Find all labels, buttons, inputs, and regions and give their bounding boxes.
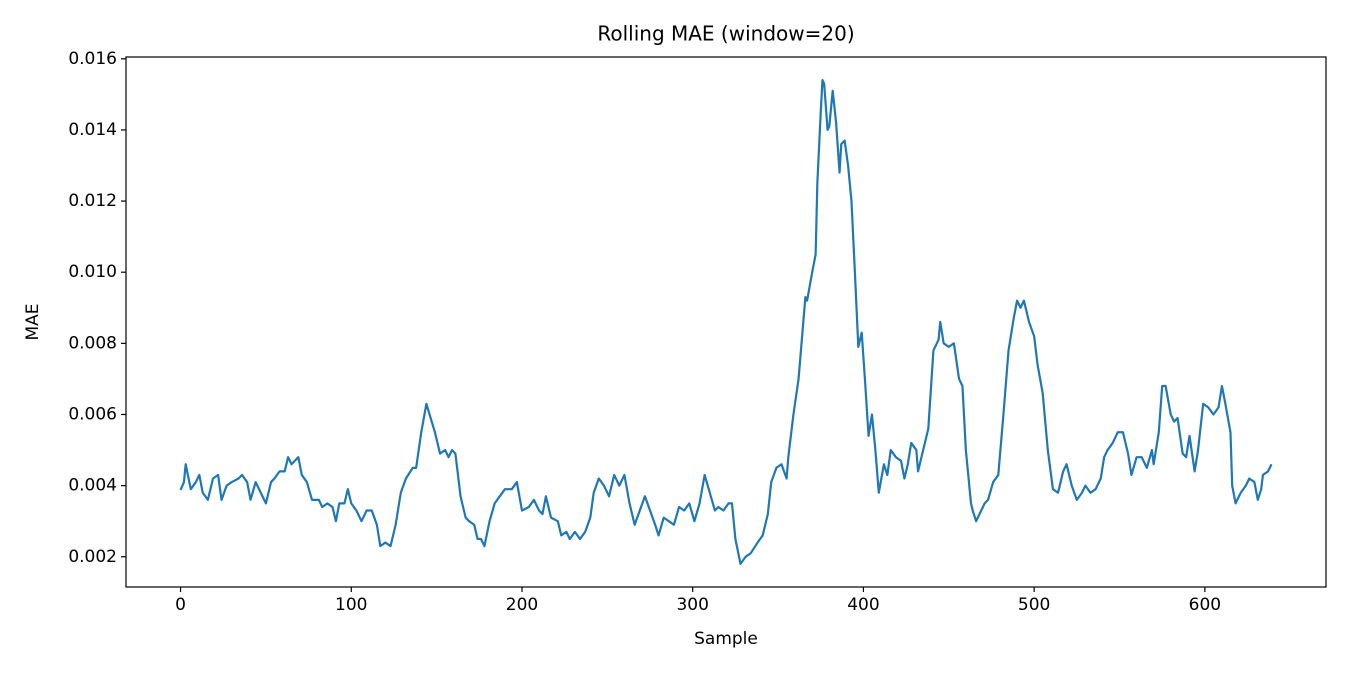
x-tick-label: 200 bbox=[506, 595, 538, 615]
x-tick-label: 100 bbox=[335, 595, 367, 615]
y-axis-label: MAE bbox=[23, 303, 43, 340]
y-tick-label: 0.010 bbox=[68, 262, 117, 282]
x-tick-label: 400 bbox=[847, 595, 879, 615]
x-tick-label: 0 bbox=[175, 595, 186, 615]
y-tick-label: 0.014 bbox=[68, 120, 117, 140]
x-axis-label: Sample bbox=[694, 629, 758, 649]
chart-title: Rolling MAE (window=20) bbox=[597, 22, 854, 46]
y-tick-label: 0.008 bbox=[68, 333, 117, 353]
y-tick-label: 0.012 bbox=[68, 191, 117, 211]
y-tick-label: 0.006 bbox=[68, 404, 117, 424]
x-tick-label: 600 bbox=[1189, 595, 1221, 615]
x-tick-label: 300 bbox=[676, 595, 708, 615]
y-tick-label: 0.004 bbox=[68, 476, 117, 496]
y-tick-label: 0.002 bbox=[68, 547, 117, 567]
x-tick-label: 500 bbox=[1018, 595, 1050, 615]
y-tick-label: 0.016 bbox=[68, 49, 117, 69]
plot-frame bbox=[125, 56, 1327, 588]
data-line bbox=[179, 79, 1273, 565]
